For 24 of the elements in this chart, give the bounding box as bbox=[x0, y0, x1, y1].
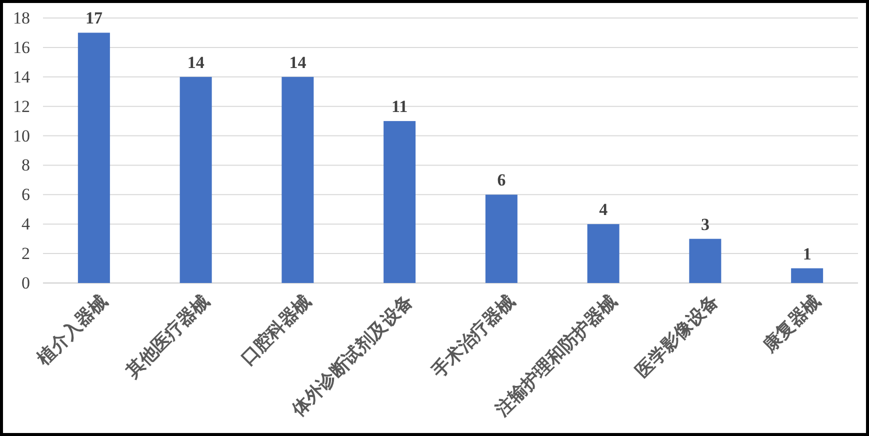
y-tick-label: 16 bbox=[13, 38, 30, 57]
x-tick-label: 康复器械 bbox=[759, 290, 824, 356]
y-tick-label: 0 bbox=[22, 274, 30, 292]
x-tick-label: 手术治疗器械 bbox=[428, 290, 518, 382]
data-label: 4 bbox=[599, 200, 608, 220]
data-label: 11 bbox=[392, 97, 408, 116]
x-tick-label: 口腔科器械 bbox=[236, 290, 315, 369]
y-tick-label: 10 bbox=[13, 126, 30, 146]
x-tick-label: 医学影像设备 bbox=[632, 290, 722, 382]
data-label: 17 bbox=[85, 8, 102, 28]
data-label: 14 bbox=[187, 52, 204, 72]
y-tick-label: 14 bbox=[13, 67, 30, 86]
data-label: 6 bbox=[497, 170, 506, 190]
data-label: 1 bbox=[802, 244, 812, 264]
y-tick-label: 2 bbox=[22, 244, 30, 264]
data-label: 14 bbox=[289, 52, 306, 72]
y-tick-label: 12 bbox=[13, 96, 30, 116]
y-tick-label: 4 bbox=[22, 214, 30, 234]
x-tick-label: 其他医疗器械 bbox=[122, 290, 213, 382]
data-label: 3 bbox=[700, 214, 710, 234]
x-tick-label: 植介入器械 bbox=[33, 290, 111, 369]
y-tick-label: 6 bbox=[22, 185, 30, 204]
y-tick-label: 18 bbox=[13, 8, 30, 28]
y-tick-label: 8 bbox=[22, 156, 30, 175]
